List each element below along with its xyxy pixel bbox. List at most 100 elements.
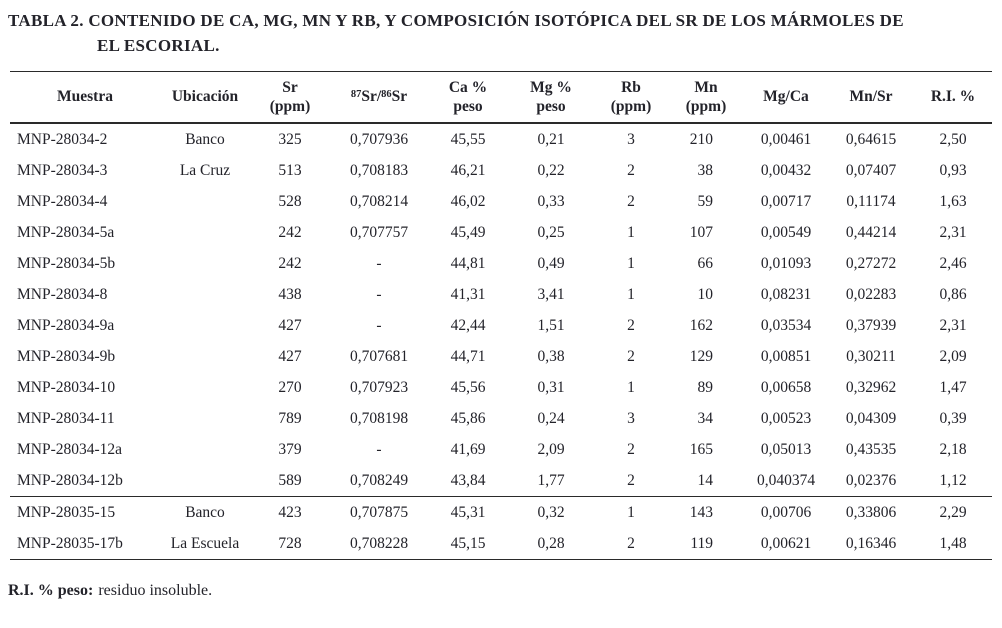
cell-mn-sr: 0,02376: [845, 471, 897, 489]
cell-mn-sr: 0,16346: [845, 534, 897, 552]
cell-mg-ca: 0,05013: [760, 440, 812, 458]
cell-mn: 59: [697, 192, 714, 210]
cell-ri: 1,48: [939, 534, 967, 552]
cell-ca: 45,86: [450, 409, 486, 427]
location-group-banco-la-cruz: Banco La Cruz: [160, 123, 250, 497]
table-row: MNP-28034-11 789 0,708198 45,86 0,24 3 3…: [10, 403, 992, 434]
cell-mn: 143: [668, 496, 744, 528]
cell-87sr-86sr: 0,707681: [349, 347, 409, 365]
col-header-mg-ca: Mg/Ca: [744, 71, 828, 124]
cell-muestra: MNP-28035-15: [10, 496, 160, 528]
footnote: R.I. % peso: residuo insoluble.: [8, 582, 1002, 600]
col-header-ri: R.I. %: [914, 71, 992, 124]
cell-mg-ca: 0,01093: [760, 254, 812, 272]
cell-ri: 2,46: [939, 254, 967, 272]
cell-ri: 0,39: [939, 409, 967, 427]
cell-mn: 14: [697, 471, 714, 489]
cell-mn-sr: 0,37939: [845, 316, 897, 334]
cell-mg-ca: 0,00658: [760, 378, 812, 396]
cell-mg-ca: 0,00432: [760, 161, 812, 179]
cell-ri: 0,93: [939, 161, 967, 179]
cell-sr: 728: [278, 534, 302, 552]
cell-rb: 2: [627, 471, 635, 489]
cell-mn-sr: 0,11174: [846, 192, 896, 210]
table-row: MNP-28034-2 Banco La Cruz 325 0,707936 4…: [10, 123, 992, 179]
table-row: MNP-28034-12a 379 - 41,69 2,09 2 165 0,0…: [10, 434, 992, 465]
cell-mg: 0,32: [508, 496, 594, 528]
table-header-row: Muestra Ubicación Sr (ppm) 87Sr/86Sr Ca …: [10, 71, 992, 124]
cell-mn: 66: [697, 254, 714, 272]
cell-mg-ca: 0,03534: [760, 316, 812, 334]
cell-muestra: MNP-28034-5b: [17, 254, 116, 272]
table-row: MNP-28035-17b 728 0,708228 45,15 0,28 2 …: [10, 528, 992, 560]
table-row: MNP-28034-9a 427 - 42,44 1,51 2 162 0,03…: [10, 310, 992, 341]
cell-mn-sr: 0,33806: [828, 496, 914, 528]
table-row: MNP-28034-10 270 0,707923 45,56 0,31 1 8…: [10, 372, 992, 403]
cell-muestra: MNP-28034-2: [17, 130, 108, 148]
cell-sr: 528: [278, 192, 302, 210]
cell-sr: 242: [278, 223, 302, 241]
cell-87sr-86sr: -: [376, 254, 382, 272]
col-header-ca-peso: Ca % peso: [428, 71, 508, 124]
cell-87sr-86sr: -: [376, 285, 382, 303]
cell-ca: 45,56: [450, 378, 486, 396]
cell-mn-sr: 0,64615: [845, 130, 897, 148]
cell-ri: 2,09: [939, 347, 967, 365]
cell-rb: 1: [627, 285, 635, 303]
cell-sr: 325: [278, 130, 302, 148]
cell-mg: 0,25: [537, 223, 565, 241]
table-row: MNP-28035-15 Banco La Escuela 423 0,7078…: [10, 496, 992, 560]
cell-ri: 0,86: [939, 285, 967, 303]
cell-ca: 46,02: [450, 192, 486, 210]
cell-87sr-86sr: 0,708183: [349, 161, 409, 179]
cell-87sr-86sr: 0,707923: [349, 378, 409, 396]
cell-mg: 0,28: [537, 534, 565, 552]
cell-87sr-86sr: 0,708198: [349, 409, 409, 427]
cell-mg: 1,51: [537, 316, 565, 334]
cell-mg: 0,24: [537, 409, 565, 427]
cell-rb: 3: [627, 409, 635, 427]
footnote-term: R.I. % peso:: [8, 582, 94, 599]
table-row: MNP-28034-5b 242 - 44,81 0,49 1 66 0,010…: [10, 248, 992, 279]
cell-mg-ca: 0,00549: [760, 223, 812, 241]
table-row: MNP-28034-12b 589 0,708249 43,84 1,77 2 …: [10, 465, 992, 497]
cell-ri: 2,18: [939, 440, 967, 458]
table-title-line2: EL ESCORIAL.: [97, 36, 220, 55]
col-header-mn-sr: Mn/Sr: [828, 71, 914, 124]
cell-87sr-86sr: -: [376, 316, 382, 334]
cell-mn: 10: [697, 285, 714, 303]
cell-87sr-86sr: 0,708249: [349, 471, 409, 489]
cell-mn: 34: [697, 409, 714, 427]
cell-87sr-86sr: 0,708214: [349, 192, 409, 210]
cell-sr: 438: [278, 285, 302, 303]
cell-sr: 423: [250, 496, 330, 528]
table-title-line1: TABLA 2. CONTENIDO DE CA, MG, MN Y RB, Y…: [8, 11, 904, 30]
cell-mn: 129: [689, 347, 713, 365]
table-title: TABLA 2. CONTENIDO DE CA, MG, MN Y RB, Y…: [8, 8, 992, 58]
cell-mn-sr: 0,32962: [845, 378, 897, 396]
col-header-ubicacion: Ubicación: [160, 71, 250, 124]
cell-87sr-86sr: 0,708228: [349, 534, 409, 552]
cell-muestra: MNP-28034-11: [17, 409, 115, 427]
cell-mg-ca: 0,00523: [760, 409, 812, 427]
cell-ca: 45,31: [428, 496, 508, 528]
cell-ca: 43,84: [450, 471, 486, 489]
cell-rb: 2: [627, 440, 635, 458]
cell-ri: 2,50: [939, 130, 967, 148]
cell-mg-ca: 0,00706: [744, 496, 828, 528]
cell-mg: 0,21: [537, 130, 565, 148]
cell-muestra: MNP-28034-12a: [17, 440, 123, 458]
cell-muestra: MNP-28034-9a: [17, 316, 115, 334]
cell-mn-sr: 0,30211: [846, 347, 896, 365]
cell-ca: 44,81: [450, 254, 486, 272]
table-row: MNP-28034-3 513 0,708183 46,21 0,22 2 38…: [10, 155, 992, 186]
cell-sr: 379: [278, 440, 302, 458]
cell-muestra: MNP-28035-17b: [17, 534, 123, 552]
table-row: MNP-28034-4 528 0,708214 46,02 0,33 2 59…: [10, 186, 992, 217]
cell-ri: 2,31: [939, 223, 967, 241]
table-row: MNP-28034-5a 242 0,707757 45,49 0,25 1 1…: [10, 217, 992, 248]
cell-muestra: MNP-28034-3: [17, 161, 108, 179]
cell-rb: 2: [627, 316, 635, 334]
cell-sr: 427: [278, 347, 302, 365]
cell-87sr-86sr: -: [376, 440, 382, 458]
